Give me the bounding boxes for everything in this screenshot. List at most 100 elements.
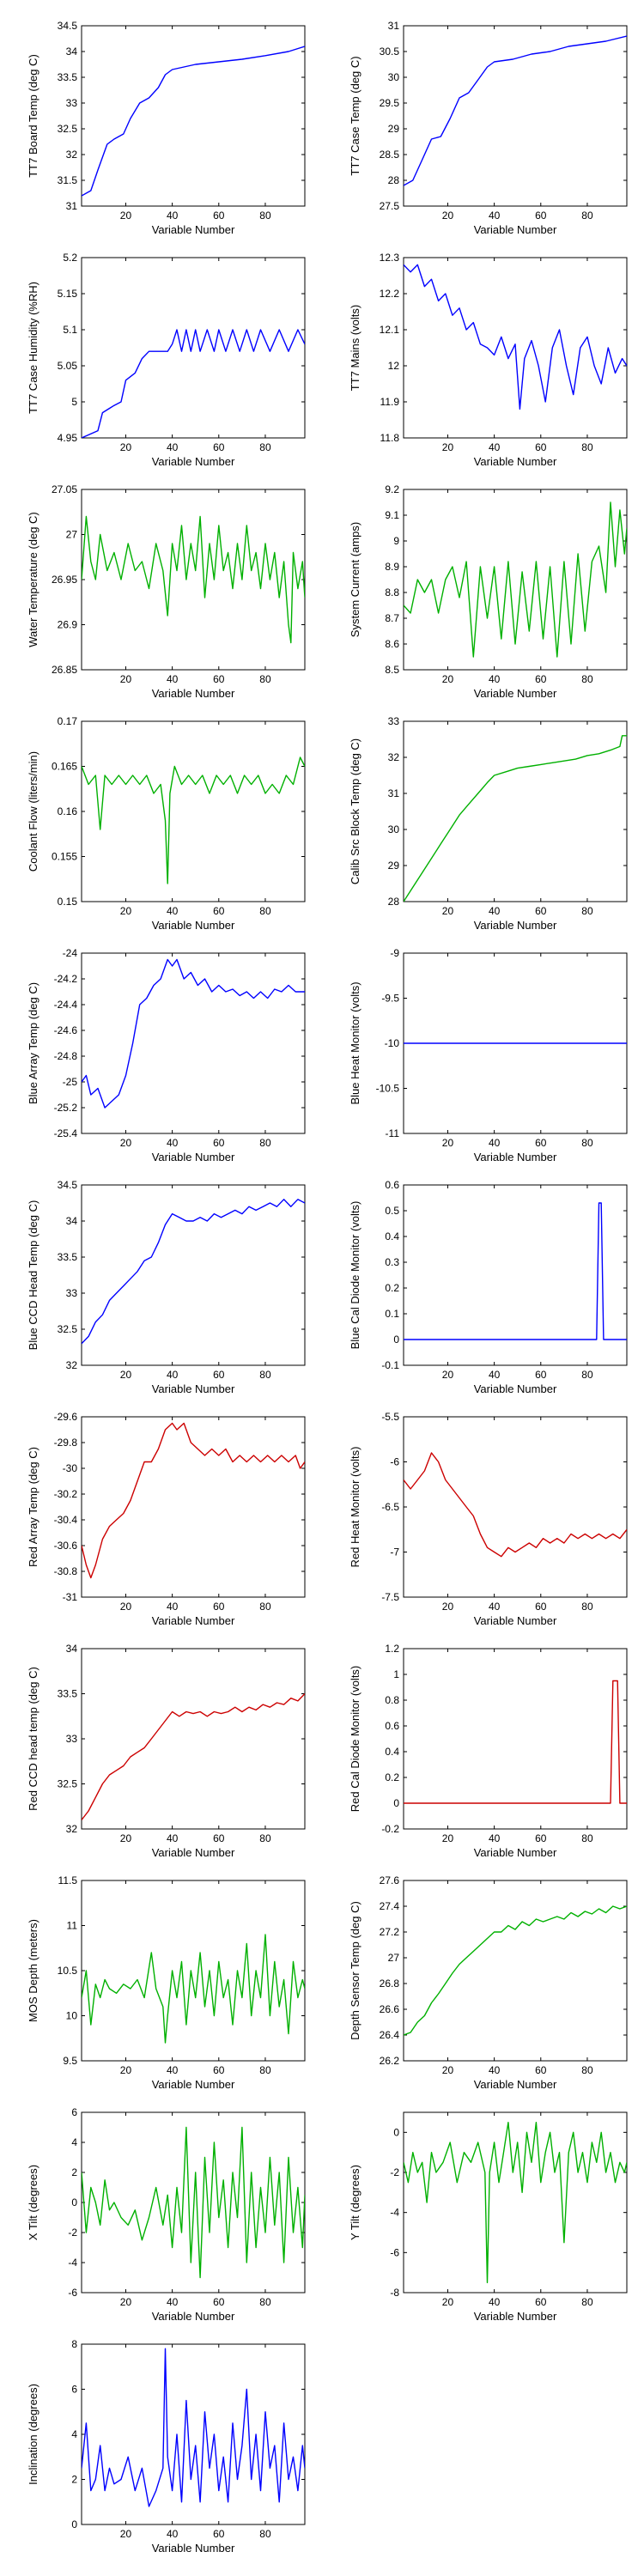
- y-tick-label: 0: [71, 2518, 77, 2530]
- y-tick-label: 26.95: [52, 574, 77, 586]
- chart-svg: 9.5 10 10.5 11 11.5 20 40 60 80 Variable Number MO…: [27, 1874, 306, 2091]
- chart-svg: 8.5 8.6 8.7 8.8 8.9 9 9.1 9.2 20 40 60 80 Variable N…: [349, 483, 628, 700]
- x-tick-label: 60: [535, 1832, 547, 1844]
- y-tick-label: -7.5: [381, 1591, 399, 1603]
- chart-svg: -7.5 -7 -6.5 -6 -5.5 20 40 60 80 Variable Number R…: [349, 1411, 628, 1627]
- y-axis-label: Red Heat Monitor (volts): [349, 1447, 361, 1568]
- chart-svg: 26.2 26.4 26.6 26.8 27 27.2 27.4 27.6 20 40 60 80 Va…: [349, 1874, 628, 2091]
- series-line: [82, 329, 305, 438]
- y-tick-label: 8.8: [385, 586, 399, 598]
- x-tick-label: 20: [442, 1137, 454, 1149]
- x-tick-label: 40: [167, 673, 179, 685]
- y-tick-label: -10: [385, 1037, 400, 1049]
- plot-frame: [81, 1416, 306, 1598]
- y-tick-label: 27: [388, 1952, 400, 1964]
- plot-frame: [403, 1880, 628, 2062]
- y-tick-label: -10.5: [376, 1083, 400, 1095]
- y-axis-label: Red Cal Diode Monitor (volts): [349, 1666, 361, 1813]
- y-tick-label: -9.5: [381, 993, 399, 1005]
- plot-frame: [81, 1648, 306, 1830]
- x-tick-label: 40: [489, 2296, 501, 2308]
- y-tick-label: 8.5: [385, 664, 399, 676]
- y-tick-label: 26.85: [52, 664, 77, 676]
- y-tick-label: 11.9: [380, 396, 400, 408]
- y-axis-label: System Current (amps): [349, 522, 361, 637]
- x-tick-label: 20: [120, 2064, 132, 2076]
- chart-svg: 0.15 0.155 0.16 0.165 0.17 20 40 60 80 Variable N…: [27, 715, 306, 932]
- x-axis-label: Variable Number: [474, 455, 557, 468]
- y-tick-label: 11.8: [380, 432, 400, 444]
- x-tick-label: 60: [213, 1369, 225, 1381]
- x-tick-label: 20: [120, 1369, 132, 1381]
- y-axis-label: Red CCD head temp (deg C): [27, 1667, 39, 1811]
- y-tick-label: 0.17: [58, 715, 78, 727]
- x-tick-label: 20: [120, 441, 132, 453]
- x-tick-label: 60: [535, 2296, 547, 2308]
- chart-panel-6: 0.15 0.155 0.16 0.165 0.17 20 40 60 80 Variable N…: [0, 713, 322, 945]
- y-tick-label: 12.2: [380, 288, 400, 300]
- y-tick-label: -2: [68, 2227, 77, 2239]
- y-tick-label: 9.2: [385, 483, 399, 495]
- y-axis-label: Blue Heat Monitor (volts): [349, 981, 361, 1104]
- y-tick-label: 33: [66, 97, 78, 109]
- y-tick-label: 33.5: [58, 1688, 78, 1700]
- y-tick-label: 0.6: [385, 1179, 399, 1191]
- y-axis-label: TT7 Case Temp (deg C): [349, 56, 361, 175]
- x-tick-label: 60: [535, 2064, 547, 2076]
- y-tick-label: 5.1: [63, 324, 77, 336]
- x-axis-label: Variable Number: [152, 919, 235, 932]
- chart-panel-14: 32 32.5 33 33.5 34 20 40 60 80 Variable Number Red…: [0, 1640, 322, 1872]
- chart-svg: -0.1 0 0.1 0.2 0.3 0.4 0.5 0.6 20 40 60 80 Variable …: [349, 1179, 628, 1395]
- y-tick-label: 12.3: [380, 252, 400, 264]
- y-tick-label: 32: [388, 751, 400, 763]
- y-tick-label: 0.165: [52, 761, 77, 773]
- y-tick-label: 33.5: [58, 1251, 78, 1263]
- chart-svg: -11 -10.5 -10 -9.5 -9 20 40 60 80 Variable Number…: [349, 947, 628, 1163]
- x-tick-label: 80: [259, 2296, 271, 2308]
- series-line: [404, 501, 627, 658]
- x-tick-label: 60: [535, 210, 547, 222]
- x-tick-label: 40: [489, 441, 501, 453]
- x-tick-label: 80: [259, 441, 271, 453]
- x-tick-label: 40: [167, 2528, 179, 2540]
- plot-frame: [81, 2343, 306, 2525]
- y-axis-label: Y Tilt (degrees): [349, 2165, 361, 2240]
- chart-panel-15: -0.2 0 0.2 0.4 0.6 0.8 1 1.2 20 40 60 80 Variable Nu…: [322, 1640, 644, 1872]
- y-tick-label: 34: [66, 1215, 78, 1227]
- y-tick-label: -24.2: [54, 973, 78, 985]
- y-tick-label: -6.5: [381, 1501, 399, 1513]
- x-tick-label: 40: [167, 441, 179, 453]
- x-tick-label: 60: [213, 1832, 225, 1844]
- y-tick-label: 32: [66, 1823, 78, 1835]
- y-tick-label: 32.5: [58, 1323, 78, 1335]
- x-tick-label: 20: [120, 1601, 132, 1613]
- y-tick-label: 0.2: [385, 1771, 399, 1783]
- plot-frame: [81, 25, 306, 207]
- chart-panel-5: 8.5 8.6 8.7 8.8 8.9 9 9.1 9.2 20 40 60 80 Variable N…: [322, 481, 644, 713]
- x-axis-label: Variable Number: [474, 919, 557, 932]
- x-tick-label: 60: [213, 2296, 225, 2308]
- chart-panel-9: -11 -10.5 -10 -9.5 -9 20 40 60 80 Variable Number…: [322, 945, 644, 1176]
- x-tick-label: 60: [213, 210, 225, 222]
- chart-svg: 32 32.5 33 33.5 34 20 40 60 80 Variable Number Red…: [27, 1643, 306, 1859]
- x-tick-label: 20: [442, 2296, 454, 2308]
- plot-frame: [81, 2111, 306, 2293]
- x-tick-label: 20: [442, 905, 454, 917]
- x-tick-label: 40: [167, 905, 179, 917]
- y-tick-label: -30.4: [54, 1514, 78, 1526]
- x-tick-label: 60: [213, 441, 225, 453]
- chart-svg: -8 -6 -4 -2 0 20 40 60 80 Variable Number Y Tilt (…: [349, 2111, 628, 2323]
- chart-svg: 4.95 5 5.05 5.1 5.15 5.2 20 40 60 80 Variable Numb…: [27, 252, 306, 468]
- x-tick-label: 80: [581, 1601, 593, 1613]
- y-tick-label: -4: [68, 2257, 77, 2269]
- y-tick-label: 33: [66, 1287, 78, 1299]
- y-tick-label: 29.5: [380, 97, 400, 109]
- x-tick-label: 20: [120, 2528, 132, 2540]
- y-tick-label: -29.6: [54, 1411, 78, 1423]
- y-tick-label: 2: [71, 2474, 77, 2486]
- series-line: [82, 2348, 305, 2507]
- series-line: [82, 2126, 305, 2279]
- y-tick-label: 32.5: [58, 1778, 78, 1790]
- plot-frame: [403, 2111, 628, 2293]
- x-tick-label: 20: [120, 2296, 132, 2308]
